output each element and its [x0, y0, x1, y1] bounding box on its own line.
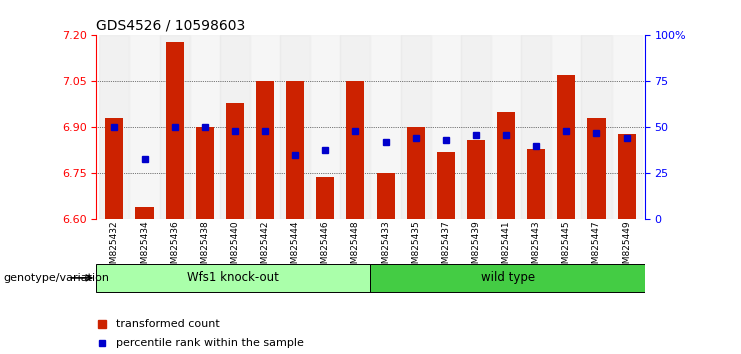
- Bar: [166, 41, 184, 219]
- Bar: [370, 35, 401, 219]
- Text: wild type: wild type: [480, 272, 535, 284]
- Bar: [226, 103, 244, 219]
- Bar: [196, 127, 214, 219]
- Text: GSM825442: GSM825442: [261, 220, 270, 275]
- Bar: [497, 112, 515, 219]
- Text: percentile rank within the sample: percentile rank within the sample: [116, 338, 303, 348]
- Text: GSM825438: GSM825438: [200, 220, 209, 275]
- Bar: [401, 35, 431, 219]
- Bar: [136, 207, 153, 219]
- Text: GDS4526 / 10598603: GDS4526 / 10598603: [96, 19, 245, 33]
- Bar: [159, 35, 190, 219]
- Bar: [286, 81, 305, 219]
- Bar: [310, 35, 340, 219]
- Bar: [557, 75, 575, 219]
- Bar: [521, 35, 551, 219]
- Bar: [551, 35, 582, 219]
- Bar: [280, 35, 310, 219]
- Text: GSM825437: GSM825437: [442, 220, 451, 275]
- Bar: [346, 81, 365, 219]
- Bar: [250, 35, 280, 219]
- Bar: [491, 35, 521, 219]
- Text: GSM825446: GSM825446: [321, 220, 330, 275]
- Text: GSM825439: GSM825439: [471, 220, 480, 275]
- Bar: [220, 35, 250, 219]
- Text: GSM825443: GSM825443: [532, 220, 541, 275]
- Text: GSM825433: GSM825433: [381, 220, 390, 275]
- Text: GSM825441: GSM825441: [502, 220, 511, 275]
- Text: GSM825447: GSM825447: [592, 220, 601, 275]
- Text: GSM825445: GSM825445: [562, 220, 571, 275]
- Bar: [316, 177, 334, 219]
- Bar: [461, 35, 491, 219]
- Text: GSM825434: GSM825434: [140, 220, 149, 275]
- Bar: [588, 118, 605, 219]
- Text: Wfs1 knock-out: Wfs1 knock-out: [187, 272, 279, 284]
- Bar: [99, 35, 130, 219]
- Text: GSM825444: GSM825444: [290, 220, 299, 275]
- Bar: [436, 152, 455, 219]
- Bar: [130, 35, 159, 219]
- Bar: [340, 35, 370, 219]
- Bar: [256, 81, 274, 219]
- Text: GSM825448: GSM825448: [351, 220, 360, 275]
- Bar: [190, 35, 220, 219]
- Bar: [467, 140, 485, 219]
- Bar: [376, 173, 395, 219]
- Bar: [611, 35, 642, 219]
- Bar: [431, 35, 461, 219]
- Bar: [370, 263, 645, 292]
- Text: genotype/variation: genotype/variation: [4, 273, 110, 283]
- Bar: [105, 118, 124, 219]
- Text: GSM825449: GSM825449: [622, 220, 631, 275]
- Bar: [407, 127, 425, 219]
- Text: transformed count: transformed count: [116, 319, 219, 329]
- Text: GSM825436: GSM825436: [170, 220, 179, 275]
- Text: GSM825432: GSM825432: [110, 220, 119, 275]
- Text: GSM825440: GSM825440: [230, 220, 239, 275]
- Bar: [527, 149, 545, 219]
- Bar: [582, 35, 611, 219]
- Bar: [617, 133, 636, 219]
- Text: GSM825435: GSM825435: [411, 220, 420, 275]
- Bar: [96, 263, 370, 292]
